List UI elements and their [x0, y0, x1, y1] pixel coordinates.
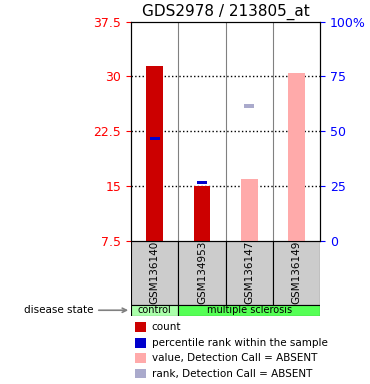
- Text: GSM136140: GSM136140: [150, 241, 160, 304]
- Text: multiple sclerosis: multiple sclerosis: [207, 305, 292, 315]
- Text: percentile rank within the sample: percentile rank within the sample: [152, 338, 328, 348]
- Bar: [194, 186, 210, 241]
- Title: GDS2978 / 213805_at: GDS2978 / 213805_at: [142, 4, 309, 20]
- Bar: [288, 73, 305, 241]
- Bar: [131, 305, 178, 316]
- Bar: [197, 180, 207, 184]
- Bar: [178, 305, 320, 316]
- Bar: [147, 66, 163, 241]
- Bar: [135, 322, 146, 332]
- Text: GSM136149: GSM136149: [292, 241, 302, 305]
- Bar: [150, 137, 159, 141]
- Bar: [131, 241, 178, 305]
- Bar: [178, 241, 226, 305]
- Bar: [135, 369, 146, 379]
- Text: rank, Detection Call = ABSENT: rank, Detection Call = ABSENT: [152, 369, 312, 379]
- Text: GSM136147: GSM136147: [244, 241, 254, 305]
- Text: count: count: [152, 322, 181, 332]
- Bar: [273, 241, 320, 305]
- Bar: [244, 104, 254, 108]
- Bar: [241, 179, 258, 241]
- Text: disease state: disease state: [24, 305, 127, 315]
- Bar: [226, 241, 273, 305]
- Text: control: control: [138, 305, 172, 315]
- Text: GSM134953: GSM134953: [197, 241, 207, 305]
- Bar: [135, 338, 146, 348]
- Bar: [135, 353, 146, 363]
- Text: value, Detection Call = ABSENT: value, Detection Call = ABSENT: [152, 353, 317, 363]
